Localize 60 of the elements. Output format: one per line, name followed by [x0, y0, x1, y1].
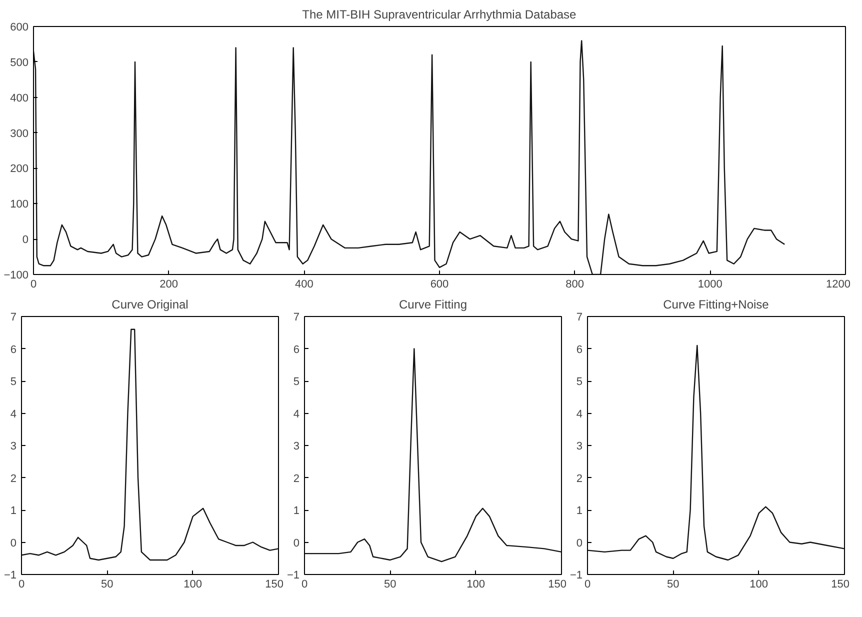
y-tick-label: 400 — [10, 92, 29, 104]
y-tick-label: 5 — [10, 376, 17, 388]
y-tick-label: 0 — [22, 234, 29, 246]
x-tick-label: 150 — [265, 578, 284, 590]
y-tick-label: 7 — [293, 312, 300, 324]
y-tick-label: 3 — [576, 440, 583, 452]
y-tick-label: 6 — [10, 344, 17, 356]
x-tick-label: 0 — [30, 278, 37, 290]
x-tick-label: 50 — [101, 578, 114, 590]
y-tick-label: −1 — [4, 570, 17, 582]
y-tick-label: 3 — [10, 440, 17, 452]
line-series — [304, 348, 562, 562]
y-tick-label: 0 — [10, 537, 17, 550]
x-tick-label: 1000 — [698, 278, 722, 290]
y-tick-label: 2 — [10, 472, 17, 485]
y-tick-label: 300 — [10, 128, 29, 140]
y-tick-label: 4 — [293, 408, 300, 420]
line-series — [588, 344, 844, 561]
y-tick-label: 4 — [576, 408, 583, 420]
y-tick-label: 100 — [10, 198, 29, 211]
y-tick-label: 500 — [10, 56, 29, 69]
x-tick-label: 150 — [548, 578, 567, 590]
x-tick-label: 0 — [301, 578, 308, 590]
x-tick-label: 100 — [750, 578, 768, 590]
x-tick-label: 50 — [667, 578, 680, 590]
y-tick-label: 4 — [10, 408, 17, 420]
y-tick-label: 600 — [10, 22, 29, 34]
chart-title: Curve Original — [112, 298, 188, 312]
chart-title: Curve Fitting — [398, 298, 468, 312]
y-tick-label: 200 — [10, 163, 29, 176]
y-tick-label: 6 — [293, 344, 300, 356]
y-tick-label: 0 — [576, 537, 583, 550]
x-tick-label: 0 — [584, 578, 591, 590]
y-tick-label: 1 — [293, 505, 300, 517]
y-tick-label: 0 — [293, 537, 300, 550]
y-tick-label: 3 — [293, 440, 300, 452]
x-tick-label: 100 — [466, 578, 486, 590]
line-series — [22, 328, 278, 561]
chart-title: The MIT-BIH Supraventricular Arrhythmia Database — [302, 8, 577, 22]
y-tick-label: 7 — [576, 312, 583, 324]
x-tick-label: 600 — [430, 278, 449, 290]
y-tick-label: −1 — [286, 570, 300, 582]
y-tick-label: 1 — [576, 505, 583, 517]
y-tick-label: 2 — [293, 472, 300, 485]
x-tick-label: 100 — [184, 578, 202, 590]
y-tick-label: 5 — [576, 376, 583, 388]
y-tick-label: 6 — [576, 344, 583, 356]
x-tick-label: 1200 — [826, 278, 851, 290]
y-tick-label: 2 — [576, 472, 583, 485]
y-tick-label: 1 — [10, 505, 17, 517]
y-tick-label: −100 — [4, 270, 29, 282]
x-tick-label: 200 — [160, 278, 178, 290]
y-tick-label: 5 — [293, 376, 300, 388]
x-tick-label: 800 — [566, 278, 584, 290]
chart-title: Curve Fitting+Noise — [663, 298, 770, 312]
y-tick-label: −1 — [570, 570, 583, 582]
line-series — [34, 40, 786, 274]
y-tick-label: 7 — [10, 312, 17, 324]
x-tick-label: 50 — [384, 578, 396, 590]
x-tick-label: 150 — [831, 578, 850, 590]
